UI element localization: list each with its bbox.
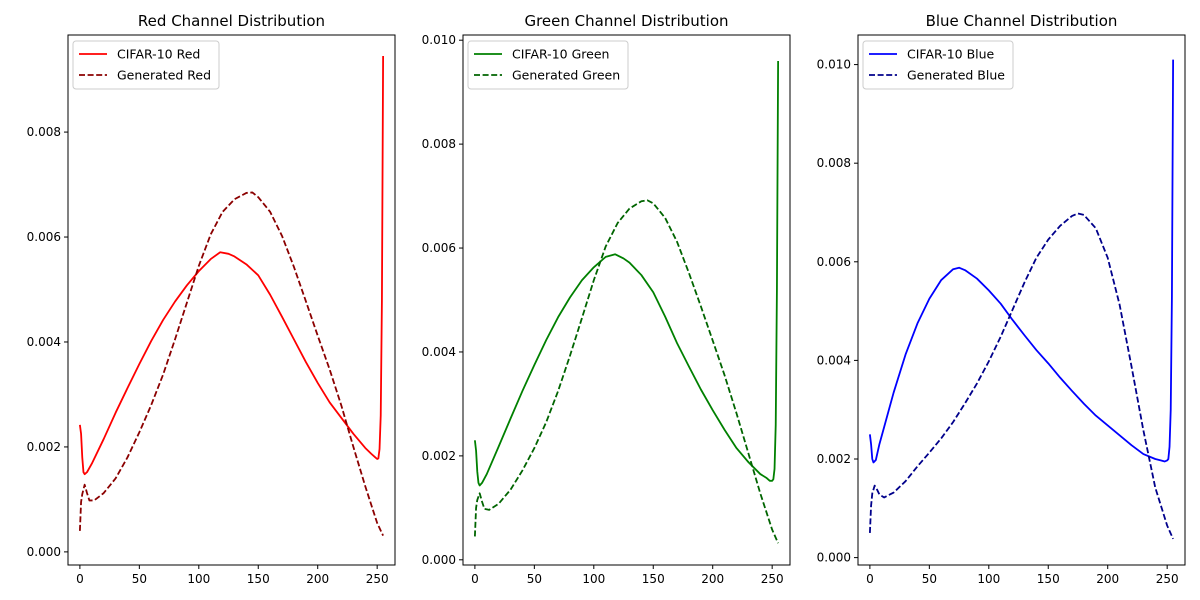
series-line-0: [473, 60, 780, 487]
plot-frame: [857, 34, 1186, 566]
x-tick-label: 150: [247, 572, 270, 586]
y-tick-label: 0.000: [817, 551, 851, 565]
chart-title: Blue Channel Distribution: [926, 12, 1118, 30]
chart-panel-2: Blue Channel Distribution 0 50 100 150 200 250…: [817, 12, 1186, 586]
x-tick-label: 150: [1037, 572, 1060, 586]
chart-title: Green Channel Distribution: [524, 12, 728, 30]
series-line-0: [868, 59, 1175, 464]
y-tick-label: 0.000: [27, 545, 61, 559]
series-line-1: [868, 212, 1174, 540]
y-tick-label: 0.006: [27, 230, 61, 244]
x-tick-label: 200: [306, 572, 329, 586]
x-tick-label: 250: [366, 572, 389, 586]
y-tick-label: 0.010: [422, 33, 456, 47]
plot-frame: [67, 34, 396, 566]
legend-label-1: Generated Blue: [907, 68, 1005, 83]
chart-title: Red Channel Distribution: [138, 12, 325, 30]
x-tick-label: 100: [187, 572, 210, 586]
y-tick-label: 0.002: [422, 449, 456, 463]
x-tick-label: 250: [761, 572, 784, 586]
legend-label-1: Generated Green: [512, 68, 620, 83]
x-tick-label: 200: [701, 572, 724, 586]
x-tick-label: 250: [1156, 572, 1179, 586]
y-tick-label: 0.006: [817, 255, 851, 269]
y-tick-label: 0.000: [422, 553, 456, 567]
x-tick-label: 100: [977, 572, 1000, 586]
y-tick-label: 0.008: [27, 125, 61, 139]
y-tick-label: 0.008: [817, 156, 851, 170]
legend-label-0: CIFAR-10 Blue: [907, 47, 995, 62]
legend-box: [72, 40, 220, 90]
legend-label-0: CIFAR-10 Red: [117, 47, 200, 62]
y-tick-label: 0.008: [422, 137, 456, 151]
legend-label-0: CIFAR-10 Green: [512, 47, 609, 62]
series-line-1: [473, 199, 779, 544]
plot-frame: [462, 34, 791, 566]
legend: CIFAR-10 Green Generated Green: [467, 40, 629, 90]
y-tick-label: 0.002: [27, 440, 61, 454]
series-line-0: [78, 55, 385, 476]
x-tick-label: 200: [1096, 572, 1119, 586]
x-tick-label: 0: [76, 572, 84, 586]
y-tick-label: 0.010: [817, 58, 851, 72]
y-tick-label: 0.004: [817, 353, 851, 367]
x-tick-label: 100: [582, 572, 605, 586]
x-tick-label: 50: [527, 572, 542, 586]
legend: CIFAR-10 Red Generated Red: [72, 40, 220, 90]
legend-box: [862, 40, 1014, 90]
x-tick-label: 150: [642, 572, 665, 586]
legend: CIFAR-10 Blue Generated Blue: [862, 40, 1014, 90]
series-line-1: [78, 191, 384, 536]
x-tick-label: 50: [132, 572, 147, 586]
y-tick-label: 0.004: [422, 345, 456, 359]
chart-panel-1: Green Channel Distribution 0 50 100 150 200 25…: [422, 12, 791, 586]
legend-label-1: Generated Red: [117, 68, 211, 83]
y-tick-label: 0.006: [422, 241, 456, 255]
y-tick-label: 0.002: [817, 452, 851, 466]
legend-box: [467, 40, 629, 90]
x-tick-label: 50: [922, 572, 937, 586]
x-tick-label: 0: [471, 572, 479, 586]
x-tick-label: 0: [866, 572, 874, 586]
chart-panel-0: Red Channel Distribution 0 50 100 150 200 250 0…: [27, 12, 396, 586]
y-tick-label: 0.004: [27, 335, 61, 349]
